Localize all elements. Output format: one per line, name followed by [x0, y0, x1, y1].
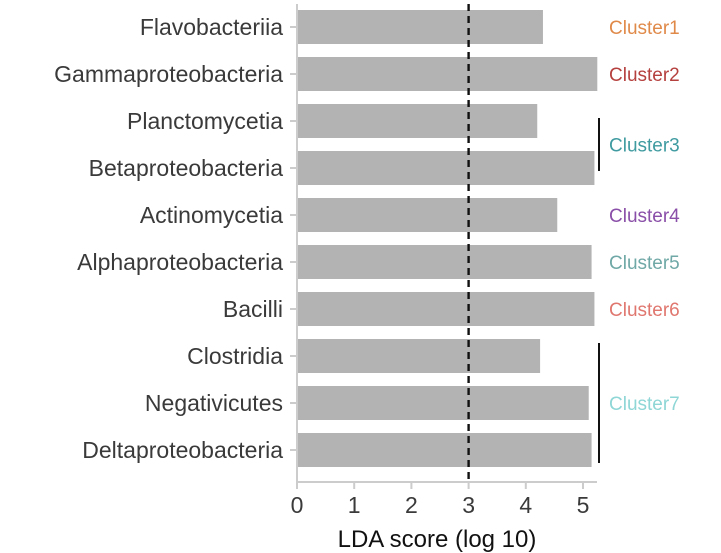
- category-label: Negativicutes: [145, 390, 283, 416]
- category-label: Gammaproteobacteria: [54, 61, 283, 87]
- bar-flavobacteriia: [298, 10, 543, 44]
- bar-actinomycetia: [298, 198, 558, 232]
- category-label: Betaproteobacteria: [89, 155, 284, 181]
- cluster-label-1: Cluster1: [609, 18, 680, 39]
- category-label: Alphaproteobacteria: [77, 249, 283, 275]
- bar-gammaproteobacteria: [298, 57, 598, 91]
- x-axis: 0 1 2 3 4 5: [291, 481, 597, 518]
- bar-betaproteobacteria: [298, 151, 595, 185]
- bar-clostridia: [298, 339, 541, 373]
- cluster-label-7: Cluster7: [609, 394, 680, 415]
- x-tick-label: 2: [405, 492, 418, 518]
- category-label: Clostridia: [187, 343, 283, 369]
- x-tick-label: 5: [577, 492, 590, 518]
- x-axis-label: LDA score (log 10): [338, 526, 537, 553]
- category-label: Bacilli: [223, 296, 283, 322]
- bar-alphaproteobacteria: [298, 245, 592, 279]
- bar-negativicutes: [298, 386, 589, 420]
- category-label: Actinomycetia: [140, 202, 283, 228]
- x-tick-label: 0: [291, 492, 304, 518]
- category-label: Flavobacteriia: [140, 14, 283, 40]
- x-tick-label: 1: [348, 492, 361, 518]
- bar-planctomycetia: [298, 104, 538, 138]
- cluster-label-2: Cluster2: [609, 65, 680, 86]
- category-labels: Flavobacteriia Gammaproteobacteria Plancto…: [54, 14, 283, 463]
- cluster-label-5: Cluster5: [609, 253, 680, 274]
- category-label: Planctomycetia: [127, 108, 283, 134]
- bars-group: [298, 10, 598, 467]
- y-axis: [290, 4, 298, 482]
- cluster-label-6: Cluster6: [609, 300, 680, 321]
- cluster-label-4: Cluster4: [609, 206, 680, 227]
- x-tick-label: 4: [519, 492, 532, 518]
- cluster-annotations: Cluster1 Cluster2 Cluster3 Cluster4 Cluster5…: [598, 18, 680, 463]
- bar-bacilli: [298, 292, 595, 326]
- bar-deltaproteobacteria: [298, 433, 592, 467]
- cluster-label-3: Cluster3: [609, 136, 680, 157]
- category-label: Deltaproteobacteria: [82, 437, 283, 463]
- x-tick-label: 3: [462, 492, 475, 518]
